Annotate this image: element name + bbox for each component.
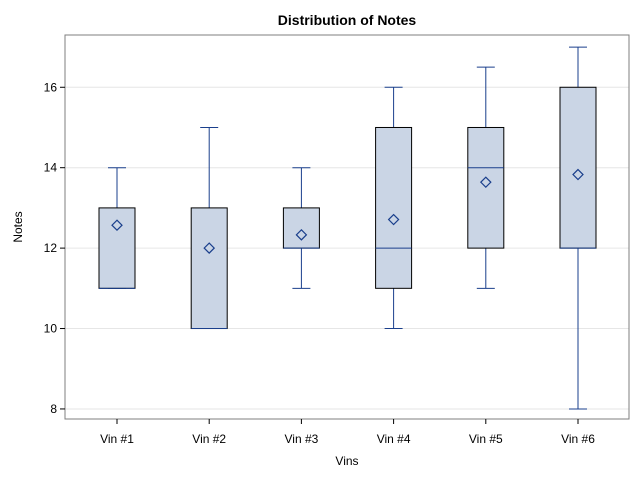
plot-area xyxy=(98,46,597,410)
y-tick-label: 10 xyxy=(44,322,58,336)
chart-title: Distribution of Notes xyxy=(278,12,417,28)
x-axis-label: Vins xyxy=(335,454,358,468)
mean-marker xyxy=(203,242,216,254)
box-group xyxy=(98,167,136,289)
mean-marker xyxy=(572,168,584,181)
box xyxy=(559,86,597,249)
x-tick-label: Vin #4 xyxy=(377,432,411,446)
y-axis-label: Notes xyxy=(11,211,25,242)
box-group xyxy=(375,86,413,330)
mean-marker xyxy=(295,228,308,241)
grid-lines xyxy=(65,86,629,410)
y-tick-label: 8 xyxy=(50,402,57,416)
x-tick-label: Vin #3 xyxy=(284,432,318,446)
plot-frame xyxy=(64,34,630,420)
y-tick-label: 14 xyxy=(44,161,58,175)
y-tick-label: 16 xyxy=(44,80,58,94)
mean-marker xyxy=(387,213,400,226)
box xyxy=(375,126,413,289)
box xyxy=(282,207,320,249)
box-group xyxy=(467,66,505,289)
mean-marker xyxy=(111,219,123,232)
x-tick-label: Vin #5 xyxy=(469,432,503,446)
box xyxy=(190,207,228,330)
box xyxy=(98,207,136,289)
mean-marker xyxy=(479,176,492,189)
box-group xyxy=(282,167,320,289)
axes: 8 10 12 14 16 Vin #1 Vin #2 Vin #3 Vin #4 Vin #5 V… xyxy=(44,34,630,446)
box-group xyxy=(190,126,228,330)
box-group xyxy=(559,46,597,410)
x-tick-label: Vin #1 xyxy=(100,432,134,446)
x-tick-label: Vin #6 xyxy=(561,432,595,446)
y-tick-label: 12 xyxy=(44,241,58,255)
x-tick-label: Vin #2 xyxy=(192,432,226,446)
